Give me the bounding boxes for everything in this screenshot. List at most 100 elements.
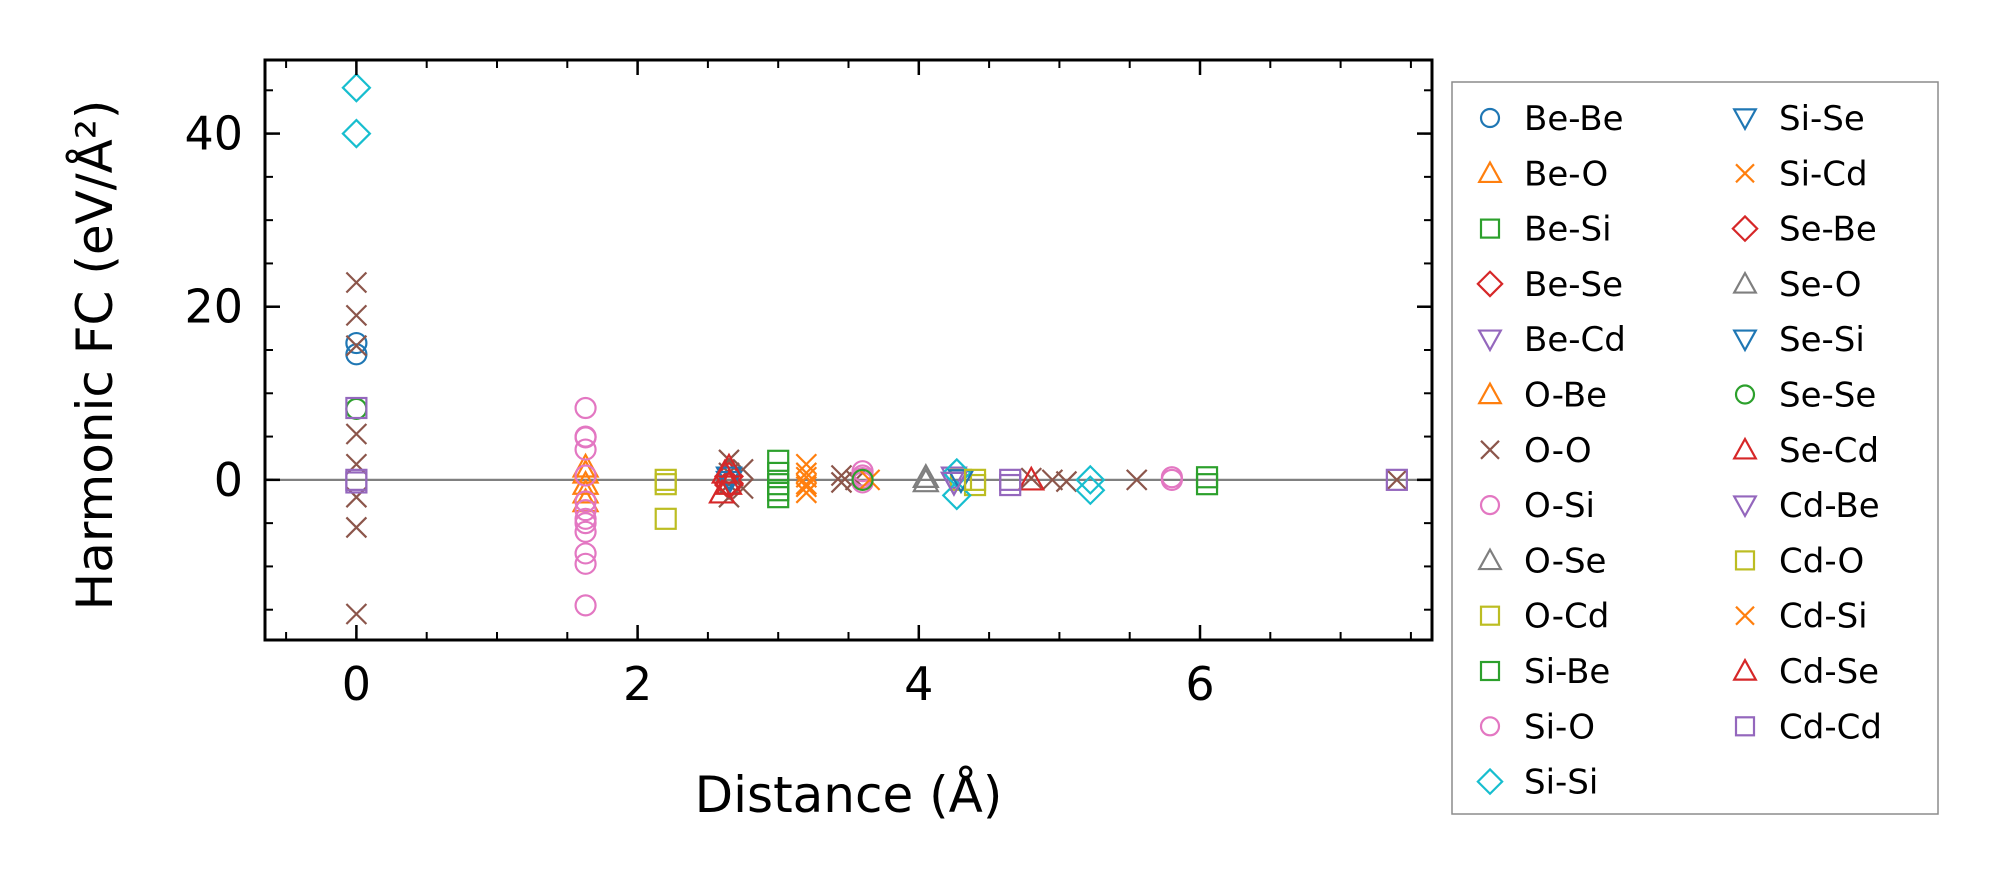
series-cd-se (710, 458, 739, 484)
data-point (574, 594, 597, 617)
data-point (345, 453, 368, 476)
legend-label: Se-O (1779, 265, 1861, 305)
legend-marker (1479, 660, 1501, 682)
data-point (858, 469, 881, 491)
data-point (767, 449, 790, 472)
plot-frame (263, 58, 1434, 642)
series-o-si (574, 396, 1183, 617)
y-tick-label: 40 (184, 107, 243, 161)
legend-label: Be-Si (1524, 210, 1612, 250)
data-point (341, 72, 372, 103)
data-point (947, 469, 975, 495)
data-point (345, 304, 368, 327)
legend-label: Cd-Cd (1779, 707, 1882, 747)
legend-entry: O-Se (1477, 541, 1606, 581)
legend-entry: Se-Be (1731, 210, 1877, 250)
legend-entry: Si-Cd (1735, 154, 1868, 194)
legend-entry: Se-Se (1734, 376, 1876, 416)
data-point (345, 603, 368, 625)
data-point (708, 478, 736, 504)
series-cd-cd (345, 396, 1408, 497)
legend-marker (1476, 767, 1504, 796)
legend-label: Se-Se (1779, 376, 1876, 416)
data-point (795, 466, 818, 489)
data-point (1195, 473, 1219, 496)
legend-box (1451, 81, 1939, 815)
data-point (345, 271, 368, 294)
legend-entry: Se-Cd (1732, 431, 1879, 471)
data-point (574, 512, 597, 535)
legend-label: O-Be (1524, 376, 1607, 416)
series-si-si (341, 72, 1106, 511)
legend-entry: Se-O (1732, 265, 1861, 305)
legend-marker (1479, 716, 1501, 737)
legend-marker (1734, 384, 1756, 405)
data-point (1125, 469, 1148, 491)
data-point (1386, 469, 1408, 491)
legend-entry: Si-Se (1732, 99, 1865, 139)
data-point (1075, 464, 1106, 495)
data-point (574, 438, 597, 461)
legend-label: Se-Si (1779, 320, 1865, 360)
legend-marker (1732, 657, 1758, 681)
series-cd-o (654, 468, 987, 496)
x-tick-label: 0 (342, 657, 371, 711)
y-axis-title: Harmonic FC (eV/Å²) (66, 100, 124, 611)
legend-marker (1480, 440, 1500, 460)
legend-label: Be-Cd (1524, 320, 1626, 360)
data-point (795, 475, 818, 498)
legend-marker (1732, 108, 1758, 132)
data-point (574, 464, 597, 487)
data-point (830, 464, 853, 487)
legend-marker (1734, 716, 1756, 737)
legend-marker (1732, 495, 1758, 519)
data-point (1075, 475, 1106, 506)
legend-entry: O-O (1480, 431, 1592, 471)
legend-entry: O-Cd (1479, 597, 1609, 637)
legend-entry: Cd-Se (1732, 652, 1879, 692)
legend-entry: Be-Si (1479, 210, 1612, 250)
series-se-o (911, 462, 940, 488)
series-si-be (767, 449, 1219, 509)
legend-entry: Cd-Cd (1734, 707, 1882, 747)
legend-entry: Be-Cd (1477, 320, 1626, 360)
data-point (574, 396, 597, 420)
legend-marker (1732, 270, 1758, 294)
legend-entry: Be-Be (1479, 99, 1624, 139)
legend-marker (1734, 550, 1756, 571)
data-point (345, 343, 368, 366)
data-point (345, 334, 368, 357)
legend-marker (1476, 270, 1504, 298)
legend-marker (1479, 495, 1501, 516)
legend-marker (1735, 605, 1755, 626)
legend-label: O-Se (1524, 541, 1606, 581)
legend-marker (1477, 547, 1503, 571)
data-point (574, 425, 597, 448)
legend-entry: Be-Se (1476, 265, 1623, 305)
legend-marker (1479, 107, 1501, 129)
data-point (345, 471, 368, 494)
legend-marker (1477, 160, 1503, 184)
y-tick-label: 20 (184, 280, 243, 334)
data-point (571, 458, 600, 484)
legend-label: Cd-Se (1779, 652, 1879, 692)
legend-label: Be-Se (1524, 265, 1623, 305)
data-point (795, 482, 818, 504)
data-point (345, 423, 368, 445)
data-point (1195, 466, 1219, 489)
legend-label: O-Si (1524, 486, 1595, 526)
series-se-se (345, 397, 874, 491)
legend-marker (1477, 381, 1503, 405)
legend-entry: Cd-Be (1732, 486, 1880, 526)
legend-label: Be-O (1524, 154, 1608, 194)
legend-marker (1735, 163, 1755, 184)
x-axis-title: Distance (Å) (695, 766, 1003, 824)
data-point (999, 473, 1022, 497)
data-point (851, 468, 874, 491)
legend-marker (1731, 214, 1759, 243)
legend-label: Cd-Si (1779, 597, 1868, 637)
data-point (710, 458, 739, 484)
legend-marker (1477, 329, 1503, 353)
data-point (345, 331, 368, 355)
